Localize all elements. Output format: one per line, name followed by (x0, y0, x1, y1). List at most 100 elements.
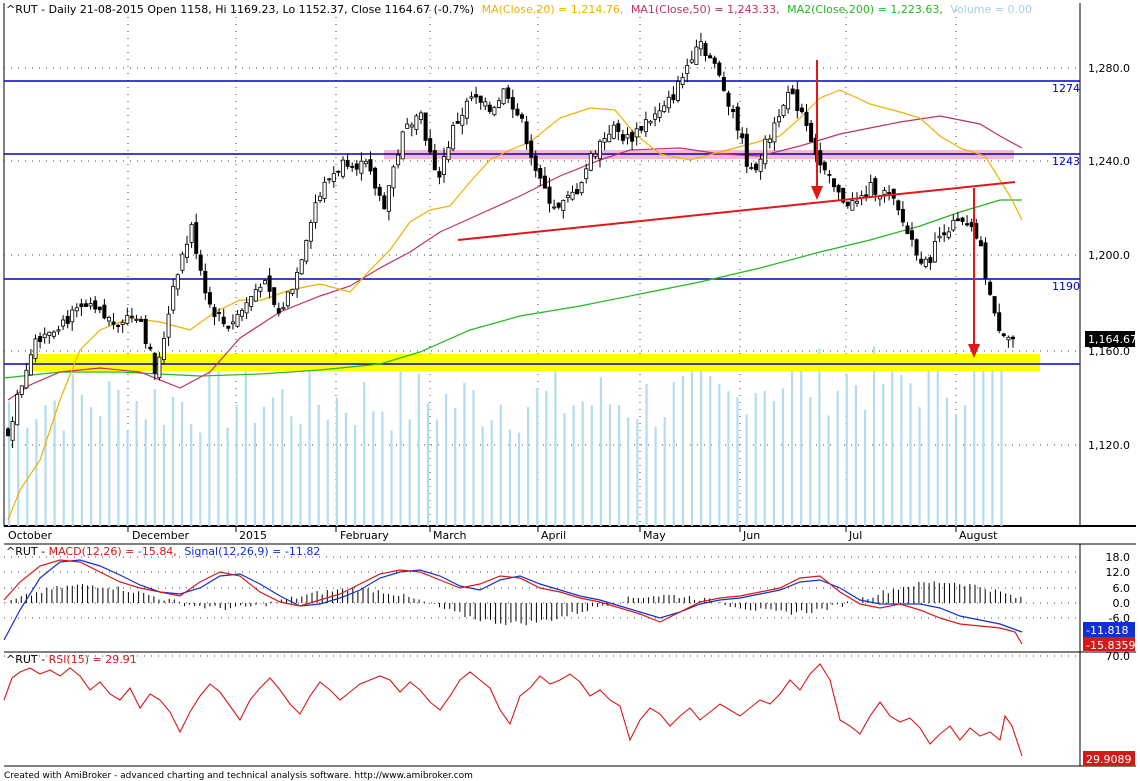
candle-body (405, 123, 410, 129)
candle-body (726, 92, 731, 107)
candle (47, 331, 52, 344)
candle-body (561, 199, 566, 211)
volume-bar (99, 416, 102, 526)
candle (345, 153, 350, 170)
candle (340, 156, 345, 179)
volume-bar (472, 390, 475, 526)
candle (478, 95, 483, 110)
candle (474, 86, 479, 104)
candle-body (107, 316, 112, 322)
candle-body (70, 309, 75, 323)
candle-body (896, 200, 901, 211)
candle (625, 127, 630, 145)
candle-body (88, 303, 93, 307)
candle (318, 191, 323, 203)
x-label: February (340, 529, 389, 542)
candle-body (148, 346, 153, 350)
candle (634, 122, 639, 146)
candle (662, 100, 667, 114)
svg-text:1,164.67: 1,164.67 (1088, 333, 1137, 346)
volume-bar (727, 391, 730, 526)
volume-bars (8, 346, 1003, 526)
volume-bar (135, 401, 138, 526)
candle (616, 119, 621, 141)
candle-body (396, 154, 401, 166)
volume-bar (854, 385, 857, 526)
candle-body (942, 232, 947, 236)
volume-bar (399, 371, 402, 526)
candle-body (900, 208, 905, 223)
volume-bar (80, 394, 83, 526)
volume-bar (262, 406, 266, 526)
candle-body (345, 160, 350, 167)
candle-body (304, 239, 309, 262)
volume-bar (763, 391, 766, 526)
y-tick: 1,200.0 (1088, 249, 1130, 262)
candle-body (235, 313, 240, 327)
candle-body (327, 178, 332, 181)
volume-bar (891, 354, 894, 526)
volume-bar (800, 364, 803, 526)
macd-last-label: -15.8359 (1086, 639, 1135, 652)
candle-body (47, 331, 52, 336)
candle (262, 279, 267, 285)
candle-body (974, 223, 979, 239)
volume-bar (536, 388, 539, 526)
volume-bar (700, 371, 703, 526)
candle-body (318, 195, 323, 202)
candle-body (295, 271, 300, 290)
candle-body (152, 352, 157, 374)
volume-bar (190, 423, 193, 526)
ma50-line (7, 115, 1023, 401)
candle-body (515, 108, 520, 116)
candle (460, 107, 465, 135)
candle (299, 258, 304, 276)
price-candles (6, 32, 1016, 449)
x-ticks (127, 526, 957, 532)
candle (671, 86, 676, 104)
candle-body (239, 309, 244, 317)
candle-body (832, 178, 837, 188)
candle-body (203, 270, 208, 294)
candle-body (285, 291, 290, 307)
candle-body (767, 138, 772, 143)
volume-bar (818, 349, 821, 526)
candle (836, 183, 841, 202)
candle-body (969, 221, 974, 227)
candle (194, 213, 199, 260)
candle-body (795, 89, 800, 112)
candle-body (180, 253, 185, 271)
candle (845, 201, 850, 209)
candle-body (731, 109, 736, 113)
candle (125, 307, 130, 325)
candle (276, 302, 281, 317)
candle-body (983, 242, 988, 279)
volume-bar (381, 411, 384, 526)
level-lines (4, 80, 1080, 365)
candle-body (198, 254, 203, 271)
x-label: Jul (848, 529, 862, 542)
last-price-tag: 1,164.67 (1085, 331, 1137, 347)
candle (143, 315, 148, 349)
candle (88, 297, 93, 310)
candle (230, 314, 235, 330)
candle (327, 177, 332, 184)
volume-bar (426, 403, 429, 526)
volume-bar (517, 432, 521, 526)
candle-body (116, 324, 121, 327)
candle (391, 164, 396, 197)
volume-bar (954, 414, 958, 526)
candle (175, 273, 180, 296)
candle-body (244, 302, 249, 314)
candle (721, 71, 726, 92)
footer-credit: Created with AmiBroker - advanced charti… (4, 771, 473, 781)
level-labels: 1274 1243 1190 (1052, 82, 1080, 293)
candle-body (281, 307, 286, 310)
volume-bar (445, 393, 448, 526)
candle-body (703, 43, 708, 57)
candle-body (685, 65, 690, 74)
candle (708, 53, 713, 59)
candle-body (634, 128, 639, 138)
candle-body (492, 106, 497, 116)
candle-body (538, 167, 543, 179)
